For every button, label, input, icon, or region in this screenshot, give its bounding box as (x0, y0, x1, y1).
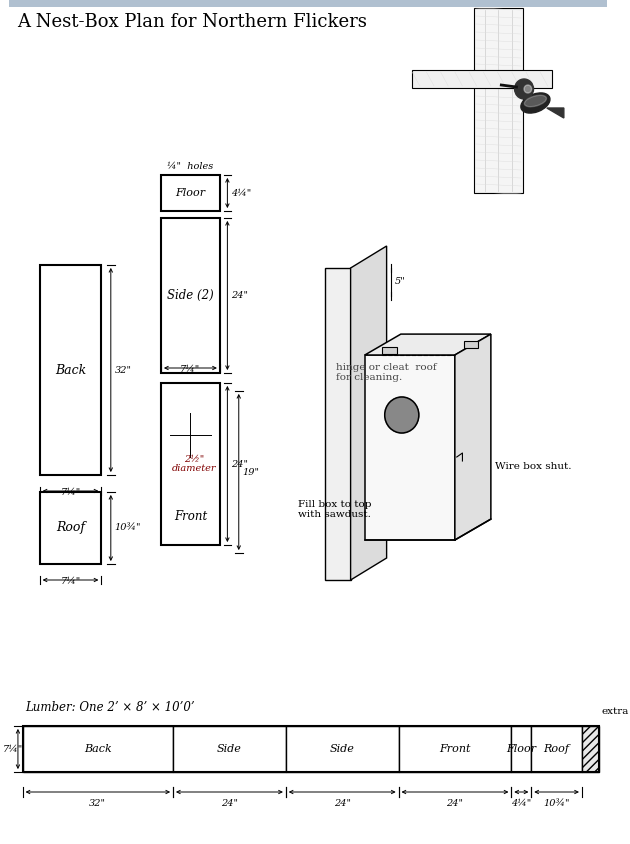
Bar (173, 726, 286, 772)
Text: Side (2): Side (2) (167, 289, 214, 302)
Polygon shape (325, 268, 351, 580)
Ellipse shape (521, 93, 550, 113)
Bar (161, 383, 220, 545)
Text: 10¾": 10¾" (543, 799, 570, 808)
Text: 10¾": 10¾" (115, 523, 141, 533)
Text: Lumber: One 2’ × 8’ × 10’0’: Lumber: One 2’ × 8’ × 10’0’ (25, 701, 195, 714)
Text: diameter: diameter (172, 464, 217, 473)
Bar (382, 347, 397, 354)
Text: A Nest-Box Plan for Northern Flickers: A Nest-Box Plan for Northern Flickers (17, 13, 367, 31)
Text: 4¼": 4¼" (511, 799, 532, 808)
Bar (161, 175, 220, 211)
Polygon shape (365, 334, 491, 355)
Text: 7¼": 7¼" (180, 365, 200, 374)
Text: 7¼": 7¼" (60, 577, 81, 586)
Polygon shape (351, 246, 387, 580)
Text: 5": 5" (395, 278, 406, 286)
Text: Fill box to top
with sawdust.: Fill box to top with sawdust. (299, 500, 372, 519)
Text: Back: Back (84, 744, 112, 754)
Bar (412, 70, 551, 88)
Text: 2½": 2½" (184, 455, 204, 464)
Circle shape (189, 434, 192, 436)
Text: Front: Front (174, 511, 207, 523)
Bar (40, 492, 101, 564)
Circle shape (515, 79, 534, 99)
Text: 32": 32" (115, 365, 132, 375)
Bar (365, 355, 455, 540)
Text: Side: Side (217, 744, 242, 754)
Bar (582, 726, 599, 772)
Polygon shape (455, 334, 491, 540)
Text: 7¼": 7¼" (3, 744, 23, 754)
Circle shape (385, 397, 419, 433)
Text: hinge or cleat  roof
for cleaning.: hinge or cleat roof for cleaning. (336, 363, 437, 382)
Text: Roof: Roof (56, 522, 85, 534)
Text: 32": 32" (89, 799, 106, 808)
Text: 24": 24" (334, 799, 351, 808)
Ellipse shape (524, 95, 546, 106)
Bar (286, 726, 399, 772)
Bar (23, 726, 173, 772)
Bar (531, 726, 582, 772)
Text: 7¼": 7¼" (60, 488, 81, 497)
Text: 19": 19" (243, 468, 260, 477)
Text: Side: Side (329, 744, 355, 754)
Polygon shape (547, 108, 564, 118)
Bar (23, 726, 599, 772)
Text: 24": 24" (231, 291, 248, 300)
Text: 24": 24" (221, 799, 238, 808)
Text: Roof: Roof (544, 744, 570, 754)
Bar (9, 0, 607, 7)
Bar (512, 726, 531, 772)
Text: 4¼": 4¼" (231, 188, 251, 197)
Text: extra: extra (602, 707, 629, 716)
Bar (474, 8, 523, 193)
Bar (399, 726, 512, 772)
Text: Floor: Floor (507, 744, 536, 754)
Text: 24": 24" (447, 799, 464, 808)
Bar (40, 265, 101, 475)
Circle shape (524, 85, 532, 93)
Text: Back: Back (55, 364, 86, 376)
Bar (161, 218, 220, 373)
Text: ¼"  holes: ¼" holes (168, 162, 214, 171)
Text: Wire box shut.: Wire box shut. (495, 462, 571, 471)
Bar (464, 341, 478, 348)
Text: Front: Front (439, 744, 471, 754)
Text: 24": 24" (231, 459, 248, 468)
Text: Floor: Floor (175, 188, 205, 198)
